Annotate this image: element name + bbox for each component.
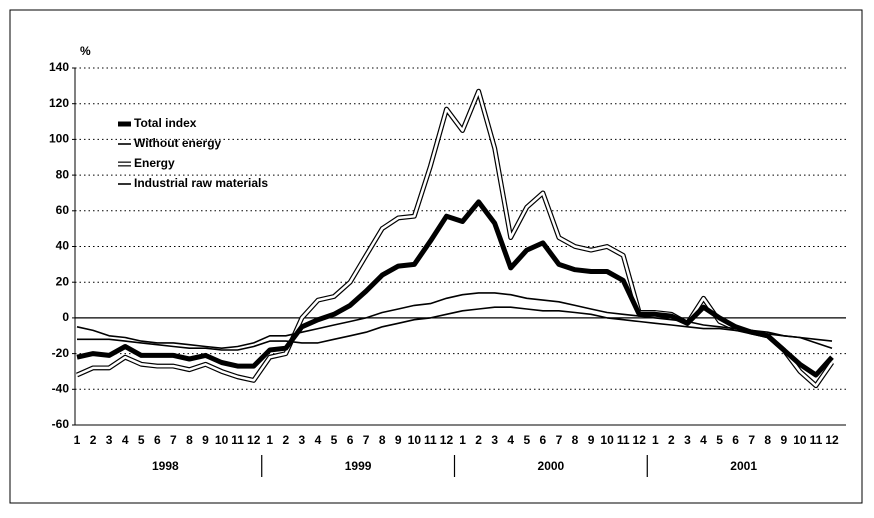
x-tick-label: 6 xyxy=(154,433,161,447)
x-tick-label: 2 xyxy=(90,433,97,447)
x-tick-label: 12 xyxy=(825,433,839,447)
x-tick-label: 6 xyxy=(732,433,739,447)
x-tick-label: 5 xyxy=(138,433,145,447)
legend-label: Industrial raw materials xyxy=(134,176,268,190)
y-tick-label: -20 xyxy=(52,346,70,360)
x-tick-label: 3 xyxy=(684,433,691,447)
x-tick-label: 7 xyxy=(170,433,177,447)
year-label: 2001 xyxy=(730,459,757,473)
x-tick-label: 5 xyxy=(716,433,723,447)
x-tick-label: 4 xyxy=(122,433,129,447)
x-tick-label: 12 xyxy=(440,433,454,447)
x-tick-label: 7 xyxy=(556,433,563,447)
year-label: 2000 xyxy=(538,459,565,473)
y-tick-label: 100 xyxy=(49,132,69,146)
x-tick-label: 4 xyxy=(315,433,322,447)
x-tick-label: 3 xyxy=(106,433,113,447)
x-tick-label: 4 xyxy=(700,433,707,447)
legend-label: Total index xyxy=(134,116,197,130)
x-tick-label: 1 xyxy=(459,433,466,447)
x-tick-label: 1 xyxy=(652,433,659,447)
y-tick-label: 0 xyxy=(62,310,69,324)
legend-label: Energy xyxy=(134,156,175,170)
y-tick-label: 120 xyxy=(49,96,69,110)
series-line xyxy=(77,306,833,351)
x-tick-label: 9 xyxy=(395,433,402,447)
series-line xyxy=(76,292,833,349)
x-tick-label: 11 xyxy=(810,433,823,447)
x-tick-label: 2 xyxy=(282,433,289,447)
x-tick-label: 5 xyxy=(523,433,530,447)
x-tick-label: 4 xyxy=(507,433,514,447)
x-tick-label: 6 xyxy=(540,433,547,447)
x-tick-label: 1 xyxy=(74,433,81,447)
x-tick-label: 1 xyxy=(266,433,273,447)
year-label: 1999 xyxy=(345,459,372,473)
x-tick-label: 5 xyxy=(331,433,338,447)
x-tick-label: 9 xyxy=(588,433,595,447)
series-line xyxy=(76,89,834,387)
x-tick-label: 10 xyxy=(408,433,422,447)
x-tick-label: 3 xyxy=(299,433,306,447)
x-tick-label: 10 xyxy=(600,433,614,447)
x-tick-label: 7 xyxy=(748,433,755,447)
x-tick-label: 8 xyxy=(572,433,579,447)
x-tick-label: 8 xyxy=(764,433,771,447)
y-tick-label: 20 xyxy=(56,274,70,288)
x-tick-label: 6 xyxy=(347,433,354,447)
x-tick-label: 7 xyxy=(363,433,370,447)
x-tick-label: 10 xyxy=(215,433,229,447)
y-tick-label: 40 xyxy=(56,239,70,253)
y-tick-label: -40 xyxy=(52,381,70,395)
x-tick-label: 9 xyxy=(780,433,787,447)
x-tick-label: 3 xyxy=(491,433,498,447)
y-tick-label: 140 xyxy=(49,60,69,74)
x-tick-label: 9 xyxy=(202,433,209,447)
y-tick-label: 80 xyxy=(56,167,70,181)
frame xyxy=(9,9,863,504)
x-tick-label: 11 xyxy=(424,433,437,447)
x-tick-label: 12 xyxy=(247,433,261,447)
x-tick-label: 12 xyxy=(633,433,647,447)
year-label: 1998 xyxy=(152,459,179,473)
legend-label: Without energy xyxy=(134,136,222,150)
y-tick-label: -60 xyxy=(52,417,70,431)
y-axis-unit: % xyxy=(80,44,91,58)
x-tick-label: 11 xyxy=(617,433,630,447)
x-tick-label: 10 xyxy=(793,433,807,447)
x-tick-label: 11 xyxy=(231,433,244,447)
x-tick-label: 2 xyxy=(475,433,482,447)
x-tick-label: 8 xyxy=(379,433,386,447)
y-tick-label: 60 xyxy=(56,203,70,217)
x-tick-label: 8 xyxy=(186,433,193,447)
x-tick-label: 2 xyxy=(668,433,675,447)
series-line xyxy=(76,199,834,378)
